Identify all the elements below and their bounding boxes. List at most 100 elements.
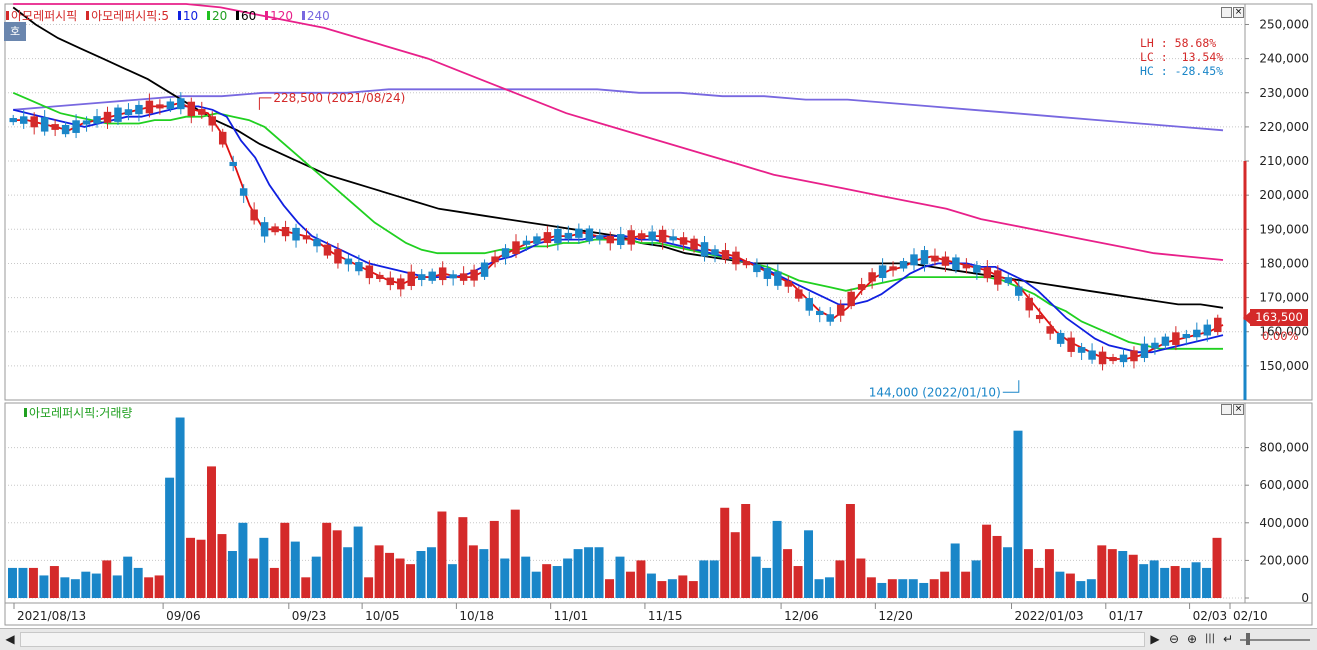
- candle: [1119, 348, 1128, 368]
- candle-body: [417, 274, 426, 281]
- volume-bar: [175, 417, 185, 598]
- current-price-tag: 163,500: [1250, 309, 1308, 326]
- reset-view-icon[interactable]: ↵: [1222, 632, 1234, 646]
- low-annotation-pointer: [1002, 380, 1020, 393]
- volume-bar: [866, 577, 876, 598]
- candle-body: [334, 249, 342, 264]
- volume-bar: [1086, 579, 1096, 598]
- stat-hc: HC : -28.45%: [1140, 64, 1223, 78]
- volume-bar: [49, 566, 59, 598]
- scroll-left-icon[interactable]: ◀: [5, 632, 15, 646]
- volume-panel-close-button[interactable]: ×: [1233, 404, 1244, 415]
- chart-scrollbar[interactable]: ◀ ▶ ⊖ ⊕ ||| ↵: [0, 628, 1317, 650]
- candle-body: [260, 222, 269, 237]
- candle-body: [470, 269, 478, 281]
- candle: [973, 261, 981, 280]
- candle: [847, 288, 855, 310]
- volume-bar: [762, 567, 772, 598]
- price-panel: [4, 3, 1246, 401]
- candle: [334, 242, 342, 269]
- candle: [543, 225, 552, 249]
- candle: [564, 225, 573, 243]
- candle: [931, 248, 939, 266]
- candle: [1161, 333, 1170, 349]
- price-panel-minimize-button[interactable]: [1221, 7, 1232, 18]
- candle: [1088, 343, 1096, 364]
- price-tick-label: 210,000: [1259, 154, 1309, 168]
- candle-body: [543, 232, 552, 244]
- volume-panel-minimize-button[interactable]: [1221, 404, 1232, 415]
- candle-body: [1067, 337, 1075, 352]
- zoom-out-icon[interactable]: ⊖: [1168, 632, 1180, 646]
- stat-lc-label: LC :: [1140, 50, 1168, 64]
- candle: [407, 264, 415, 291]
- candle: [522, 235, 531, 251]
- candle: [281, 220, 290, 242]
- candle-body: [480, 262, 489, 277]
- candle: [1056, 329, 1065, 347]
- candle-body: [1077, 347, 1086, 353]
- volume-bar: [238, 522, 248, 598]
- zoom-slider[interactable]: [1240, 639, 1310, 641]
- volume-bar: [1055, 571, 1065, 598]
- candle-body: [554, 228, 562, 244]
- candle: [617, 226, 625, 250]
- candles: [9, 92, 1222, 371]
- volume-bar: [699, 560, 709, 598]
- volume-bar: [186, 537, 196, 598]
- volume-bar: [28, 567, 38, 598]
- candle: [805, 291, 814, 316]
- volume-bar: [678, 575, 688, 598]
- candle: [669, 229, 677, 245]
- volume-bar: [248, 558, 258, 598]
- volume-bar: [489, 520, 499, 598]
- zoom-slider-thumb[interactable]: [1246, 633, 1250, 645]
- zoom-in-icon[interactable]: ⊕: [1186, 632, 1198, 646]
- volume-tick-label: 600,000: [1259, 478, 1309, 492]
- candle: [1046, 321, 1054, 340]
- change-rate: 0.00%: [1262, 329, 1299, 343]
- candle-body: [795, 289, 803, 299]
- ma-line-120: [13, 3, 1224, 261]
- candle-body: [229, 161, 237, 167]
- price-tick-label: 180,000: [1259, 256, 1309, 270]
- volume-bar: [510, 509, 520, 598]
- corner-tag[interactable]: 호: [4, 22, 26, 41]
- candle: [1109, 353, 1117, 365]
- volume-bar: [479, 549, 489, 598]
- candle-body: [973, 265, 981, 273]
- candle-body: [585, 228, 594, 242]
- date-tick-label: 02/10: [1233, 609, 1268, 623]
- volume-legend-marker: [24, 408, 27, 417]
- candle: [376, 271, 384, 283]
- candle: [962, 258, 971, 274]
- volume-bar: [657, 581, 667, 598]
- scroll-right-icon[interactable]: ▶: [1150, 632, 1160, 646]
- volume-bar: [123, 556, 133, 598]
- candle: [889, 261, 897, 277]
- candle-body: [323, 244, 332, 256]
- candle-body: [774, 271, 782, 286]
- candle-body: [816, 310, 824, 316]
- bar-density-icon[interactable]: |||: [1204, 633, 1216, 644]
- scroll-track[interactable]: [20, 632, 1145, 647]
- volume-bar: [500, 558, 510, 598]
- candle-body: [700, 242, 709, 257]
- candle: [658, 225, 667, 250]
- price-legend: 아모레퍼시픽 아모레퍼시픽:5 10 20 60 120 240: [6, 7, 330, 24]
- price-panel-close-button[interactable]: ×: [1233, 7, 1244, 18]
- volume-bar: [615, 556, 625, 598]
- candle: [166, 98, 175, 113]
- volume-bar: [426, 547, 436, 598]
- candle-body: [198, 109, 206, 115]
- candle-body: [1035, 314, 1044, 320]
- candle-body: [721, 250, 730, 260]
- volume-bar: [772, 520, 782, 598]
- volume-bar: [102, 560, 112, 598]
- volume-bar: [458, 517, 468, 598]
- candle-body: [920, 250, 929, 265]
- volume-bar: [856, 558, 866, 598]
- candle: [208, 111, 216, 132]
- candle-body: [271, 226, 279, 233]
